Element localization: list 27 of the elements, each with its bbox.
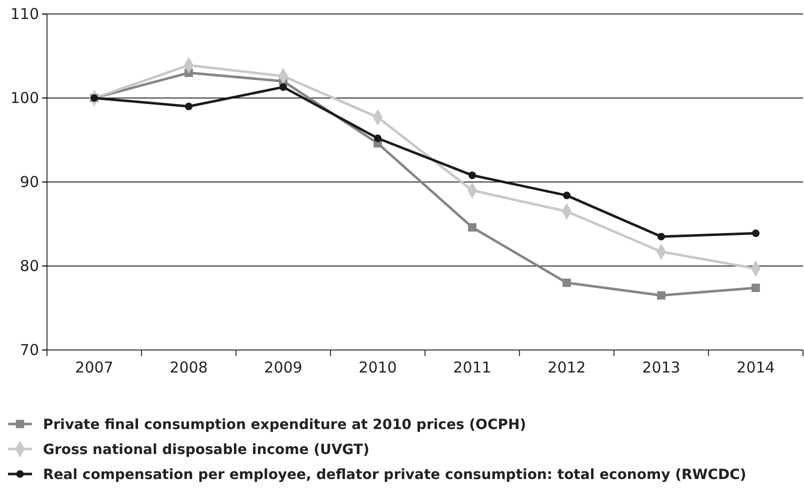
point: [184, 102, 193, 110]
x-tick-label: 2007: [75, 358, 114, 377]
y-tick-label: 110: [10, 4, 39, 23]
y-tick-label: 90: [20, 172, 39, 191]
point: [562, 278, 571, 287]
y-tick-label: 80: [20, 256, 39, 275]
legend-label: Private final consumption expenditure at 2010 prices (OCPH): [43, 416, 526, 433]
point: [752, 284, 760, 292]
x-tick-label: 2010: [358, 358, 397, 377]
y-tick-label: 100: [10, 88, 39, 107]
x-tick-label: 2013: [642, 358, 680, 377]
x-tick-label: 2012: [548, 358, 586, 377]
point: [562, 192, 571, 200]
point: [279, 83, 288, 91]
x-tick-label: 2011: [453, 358, 492, 377]
x-tick-label: 2014: [736, 358, 775, 377]
point: [468, 172, 476, 180]
x-tick-label: 2009: [264, 358, 302, 377]
point: [468, 223, 476, 232]
point: [374, 134, 382, 142]
legend-label: Gross national disposable income (UVGT): [43, 442, 370, 458]
point: [657, 232, 666, 240]
x-tick-label: 2008: [170, 358, 208, 377]
point: [752, 229, 760, 238]
y-tick-label: 70: [20, 340, 39, 359]
point: [657, 291, 666, 300]
legend-label: Real compensation per employee, deflator private consumption: total economy (RWCDC): [43, 466, 746, 483]
